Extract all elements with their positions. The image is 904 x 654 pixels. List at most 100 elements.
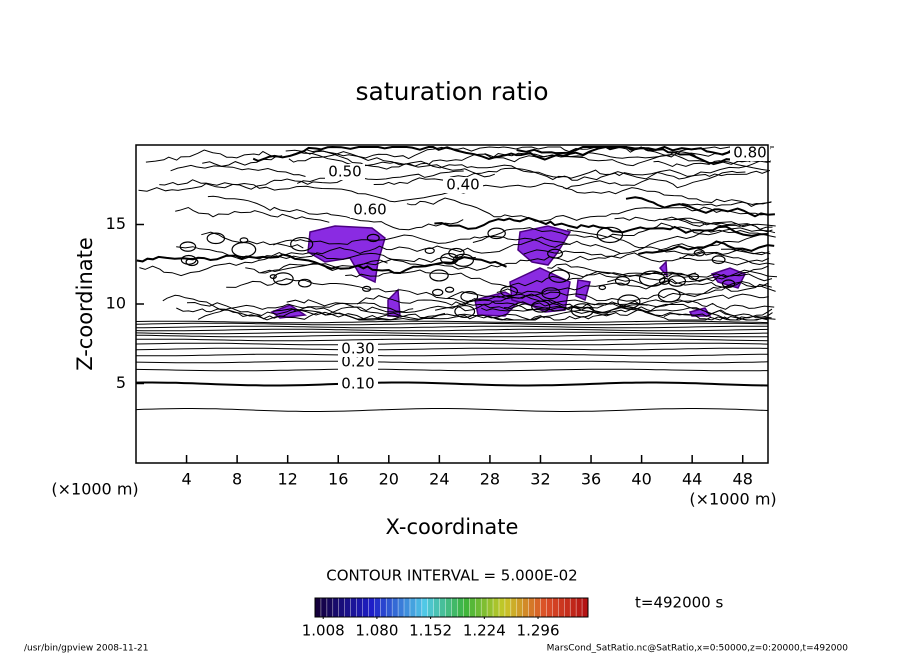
x-axis-label: X-coordinate: [386, 515, 519, 539]
colorbar-cell: [558, 598, 565, 617]
contour-line: [678, 201, 772, 207]
contour-line: [135, 381, 769, 387]
contour-label-bg: [338, 354, 378, 370]
contour-loop: [500, 285, 519, 298]
colorbar-cell: [463, 598, 470, 617]
contour-line: [658, 233, 769, 251]
colorbar-cell: [516, 598, 524, 617]
contour-loop: [531, 300, 551, 313]
contour-loop: [598, 285, 607, 291]
contour-label-bg: [338, 376, 378, 392]
colorbar-cell: [540, 598, 547, 617]
colorbar-cell: [475, 598, 482, 617]
colorbar-tick-label: 1.152: [409, 622, 452, 640]
colorbar-cell: [380, 598, 387, 617]
contour-line: [481, 300, 775, 313]
x-tick-label: 48: [733, 470, 753, 489]
contour-loop: [721, 279, 736, 288]
x-tick-label: 28: [480, 470, 500, 489]
x-tick-label: 44: [682, 470, 702, 489]
time-label: t=492000 s: [635, 594, 723, 612]
contour-label-bg: [730, 145, 770, 161]
contour-line: [638, 240, 775, 255]
x-tick-label: 8: [232, 470, 242, 489]
contour-line: [136, 334, 769, 338]
colorbar-cell: [374, 598, 381, 617]
contour-loop: [179, 241, 197, 252]
contour-loop: [487, 227, 506, 240]
colorbar-cell: [546, 598, 553, 617]
contour-line: [176, 246, 770, 271]
contour-line: [159, 178, 345, 190]
colorbar-cell: [487, 598, 494, 617]
contour-line: [288, 146, 696, 163]
contour-loop: [693, 249, 706, 257]
chart-title: saturation ratio: [355, 77, 548, 106]
contour-line: [135, 320, 769, 324]
contour-line: [286, 299, 773, 321]
supersaturation-patch: [387, 288, 401, 317]
contour-loop: [272, 272, 294, 286]
contour-loop: [180, 254, 197, 265]
contour-loop: [444, 286, 455, 293]
contour-loop: [206, 232, 226, 245]
colorbar-cell: [552, 598, 559, 617]
colorbar-cell: [392, 598, 399, 617]
contour-loop: [448, 247, 465, 259]
contour-line: [136, 338, 769, 342]
contour-loop: [185, 257, 199, 267]
contour-line: [307, 149, 769, 180]
contour-line: [207, 195, 464, 231]
contour-label-bg: [325, 164, 365, 180]
contour-line: [720, 248, 771, 255]
contour-line: [135, 408, 769, 412]
colorbar-cell: [421, 598, 429, 617]
contour-line: [201, 231, 304, 249]
contour-line: [135, 347, 769, 351]
contour-line: [673, 218, 773, 230]
contour-line: [226, 278, 773, 321]
colorbar-frame: [314, 597, 589, 618]
contour-label: 0.10: [341, 375, 374, 393]
contour-line: [170, 164, 306, 177]
contour-label: 0.60: [353, 201, 386, 219]
colorbar-cell: [528, 598, 536, 617]
colorbar-cell: [433, 598, 441, 617]
contour-loop: [638, 270, 666, 287]
contour-line: [607, 278, 772, 292]
contour-loop: [429, 269, 449, 282]
contour-line: [547, 263, 696, 278]
x-tick-label: 32: [530, 470, 550, 489]
colorbar-tick-label: 1.296: [517, 622, 560, 640]
contour-line: [162, 294, 612, 321]
contour-line: [653, 160, 769, 171]
colorbar-cell: [338, 598, 346, 617]
contour-loop: [460, 291, 479, 303]
colorbar-cell: [570, 598, 577, 617]
contour-loop: [688, 273, 700, 281]
colorbar-cell: [576, 598, 583, 617]
contour-line: [434, 216, 769, 237]
contour-line: [674, 281, 769, 298]
contour-loop: [548, 269, 571, 283]
contour-line: [285, 146, 774, 167]
contour-label: 0.50: [328, 163, 361, 181]
contour-line: [625, 196, 775, 218]
contour-line: [135, 322, 769, 326]
contour-interval: CONTOUR INTERVAL = 5.000E-02: [326, 567, 577, 585]
colorbar-cell: [362, 598, 369, 617]
colorbar-cell: [404, 598, 411, 617]
contour-loop: [231, 241, 257, 258]
contour-loop: [596, 226, 624, 244]
colorbar-cell: [582, 598, 589, 617]
contour-loop: [617, 294, 641, 309]
colorbar-cell: [498, 598, 506, 617]
colorbar-cell: [368, 598, 375, 617]
contour-line: [186, 301, 414, 317]
x-tick-label: 16: [328, 470, 348, 489]
supersaturation-patch: [575, 279, 591, 302]
colorbar-cell: [427, 598, 435, 617]
contour-line: [557, 265, 769, 278]
contour-line: [245, 256, 476, 274]
